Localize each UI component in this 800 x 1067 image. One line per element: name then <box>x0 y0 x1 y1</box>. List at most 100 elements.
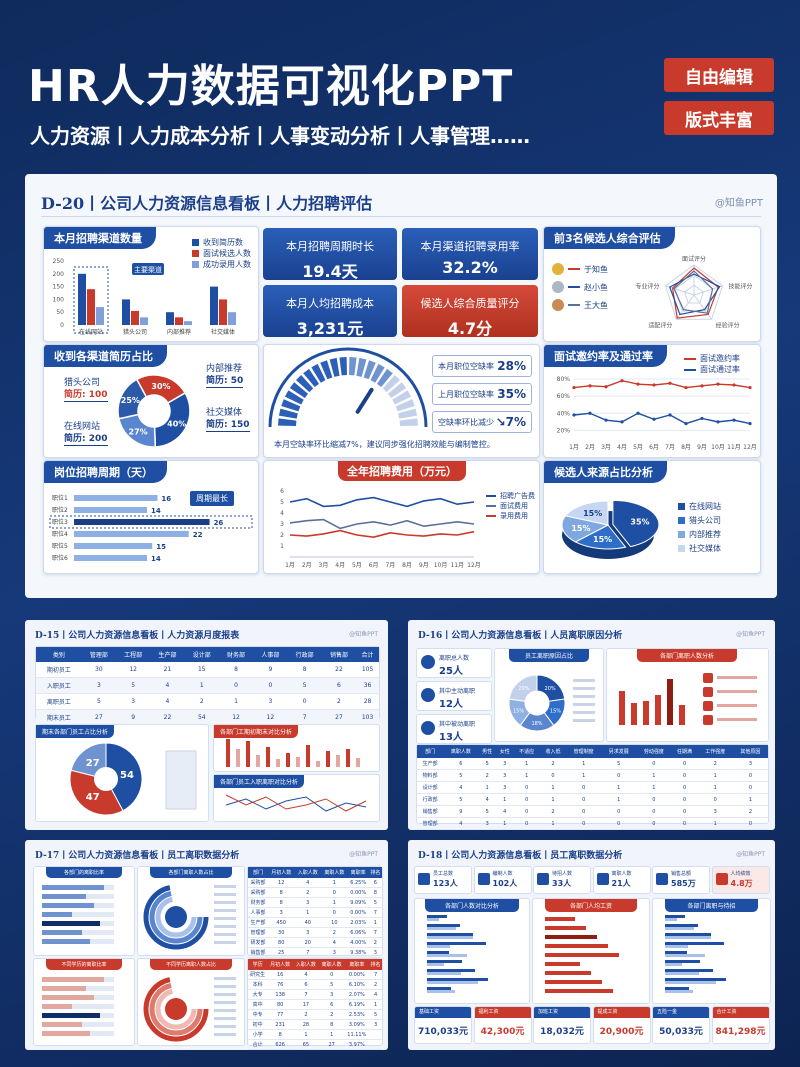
table-cell: 2 <box>184 693 219 710</box>
y-tick-label: 5 <box>280 499 284 506</box>
bar <box>296 757 300 767</box>
bar <box>427 924 460 927</box>
table-cell: 0 <box>636 758 672 770</box>
salary-tile: 加班工资 18,032元 <box>533 1006 591 1044</box>
d17-edu-table: 学历 月初人数 入职人数 离职人数 离职率 排名 研究生 16 4 0 0.00% 7 本科 76 6 5 6.… <box>248 959 382 1050</box>
table-header-cell: 另求发展 <box>601 745 637 758</box>
kpi-value: 585万 <box>671 879 696 888</box>
table-cell: 3 <box>321 947 348 958</box>
bar <box>665 918 677 921</box>
table-header-cell: 任期满 <box>671 745 698 758</box>
card-title: 各部门员工入职离职对比分析 <box>214 775 305 788</box>
header-divider <box>41 216 761 217</box>
table-cell: 28 <box>356 693 379 710</box>
table-cell: 0 <box>566 781 602 794</box>
data-point <box>620 420 624 424</box>
x-tick-label: 12月 <box>467 562 481 569</box>
reason-icon <box>703 701 713 711</box>
bar <box>427 933 473 936</box>
preview-d18[interactable]: D-18丨公司人力资源信息看板丨员工离职数据分析 @知鱼PPT 员工总数 123人… <box>408 840 775 1050</box>
table-cell: 5 <box>368 897 382 908</box>
value-label: 15 <box>156 543 166 551</box>
main-dashboard: D-20丨公司人力资源信息看板丨人力招聘评估 @知鱼PPT 本月招聘渠道数量 收… <box>25 174 777 598</box>
card-top3-candidates: 前3名候选人综合评估 于知鱼 赵小鱼 王大鱼 面试评分 技能评分 经验评分 适配评分 专… <box>543 226 761 342</box>
preview-d16[interactable]: D-16丨公司人力资源信息看板丨人员离职原因分析 @知鱼PPT 离职总人数 25人… <box>408 620 775 830</box>
y-tick-label: 4 <box>280 510 284 517</box>
table-header-cell: 月初人数 <box>267 867 295 878</box>
legend-line <box>573 695 595 698</box>
table-cell: 7 <box>294 947 322 958</box>
table-cell: 管理部 <box>248 927 268 938</box>
gauge-rim <box>268 347 428 428</box>
y-tick-label: 20% <box>557 427 571 434</box>
table-cell: 人事部 <box>248 907 268 918</box>
table-cell: 5 <box>287 677 322 694</box>
donut-pct-label: 15% <box>550 709 561 715</box>
table-cell: 研究生 <box>248 970 268 980</box>
x-tick-label: 猎头公司 <box>123 328 147 336</box>
table-row: 生产部 450 40 10 2.03% 1 <box>248 917 382 928</box>
bar <box>427 918 439 921</box>
table-cell: 2 <box>321 693 357 710</box>
bar <box>175 317 183 325</box>
table-row: 采购部 8 2 0 0.00% 8 <box>248 887 382 898</box>
data-point <box>700 384 704 388</box>
table-cell: 财务部 <box>248 897 268 908</box>
gauge-segment <box>289 382 309 399</box>
bar <box>42 1013 100 1018</box>
x-tick-label: 6月 <box>369 562 379 569</box>
d18-bar-chart <box>665 915 726 993</box>
data-point <box>636 411 640 415</box>
preview-d15[interactable]: D-15丨公司人力资源信息看板丨人力资源月度报表 @知鱼PPT 类别 管理部 工程部… <box>25 620 388 830</box>
kpi-icon <box>596 873 609 885</box>
kpi-value: 4.7分 <box>447 319 493 337</box>
table-header-cell: 男性 <box>478 745 496 758</box>
y-tick-label: 40% <box>557 410 571 417</box>
bar <box>42 1022 82 1027</box>
table-cell: 生产部 <box>248 917 268 928</box>
table-cell: 5 <box>81 693 117 710</box>
legend-item: 社交媒体 <box>678 543 721 554</box>
pie-slice <box>69 769 124 816</box>
kpi-value: 3,231元 <box>296 319 364 337</box>
table-header-cell: 学历 <box>248 959 268 970</box>
bar-track <box>100 921 114 926</box>
table-cell: 0 <box>732 769 768 782</box>
table-cell: 12 <box>253 709 288 726</box>
table-header-row: 部门 月初人数 入职人数 离职人数 离职率 排名 <box>248 867 382 878</box>
kpi-value: 13人 <box>439 732 463 743</box>
table-cell: 9.09% <box>347 897 369 908</box>
table-cell: 5 <box>601 758 637 770</box>
table-row: 销售部 9 5 4 0 2 0 0 0 0 3 2 <box>417 805 768 818</box>
bar <box>665 954 705 957</box>
table-cell: 3 <box>116 693 151 710</box>
table-cell: 40 <box>294 917 322 928</box>
table-row: 人事部 3 1 0 0.00% 7 <box>248 907 382 918</box>
table-cell: 5 <box>478 805 496 818</box>
d16-table: 部门 离职人数 男性 女性 不适应 收入低 管理制度 另求发展 劳动强度 任期满 工作强度 其他原因生… <box>417 745 768 830</box>
table-cell <box>369 1029 382 1040</box>
bar <box>427 990 455 993</box>
table-cell: 21 <box>150 662 185 678</box>
highlight-box <box>49 515 253 529</box>
preview-title: D-16丨公司人力资源信息看板丨人员离职原因分析 <box>418 631 623 641</box>
bar <box>74 519 210 525</box>
data-point <box>716 382 720 386</box>
bar-track <box>100 1013 114 1018</box>
data-point <box>636 382 640 386</box>
table-cell: 物料部 <box>417 769 444 782</box>
gauge-segment <box>376 368 393 388</box>
table-header-cell: 离职率 <box>344 959 370 970</box>
bar-track <box>94 903 114 908</box>
table-header-cell: 离职人数 <box>443 745 479 758</box>
board-watermark: @知鱼PPT <box>714 198 763 209</box>
preview-d17[interactable]: D-17丨公司人力资源信息看板丨员工离职数据分析 @知鱼PPT 各部门的离职比率… <box>25 840 388 1050</box>
y-tick-label: 50 <box>56 309 64 316</box>
table-cell: 1 <box>539 817 567 830</box>
bar <box>665 924 698 927</box>
reason-line <box>717 718 757 721</box>
table-cell: 2 <box>368 937 382 948</box>
label-social-media: 社交媒体 简历: 150 <box>206 408 250 432</box>
table-header-cell: 女性 <box>495 745 514 758</box>
table-cell: 17 <box>293 999 319 1010</box>
